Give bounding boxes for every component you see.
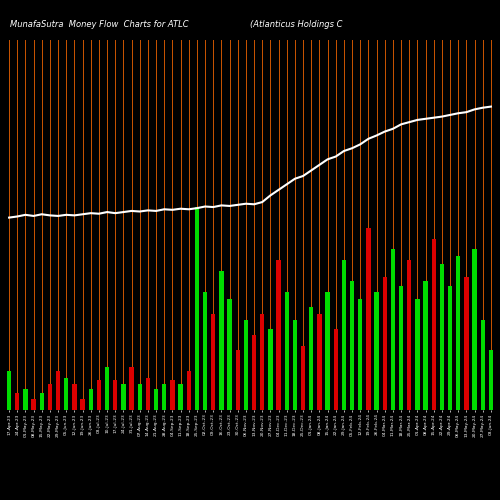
Bar [334, 328, 338, 410]
Bar [374, 292, 379, 410]
Bar [178, 384, 183, 410]
Bar [138, 384, 142, 410]
Bar [415, 298, 420, 410]
Bar [472, 250, 477, 410]
Bar [130, 367, 134, 410]
Bar [440, 264, 444, 410]
Text: MunafaSutra  Money Flow  Charts for ATLC: MunafaSutra Money Flow Charts for ATLC [10, 20, 188, 29]
Bar [154, 388, 158, 410]
Bar [301, 346, 306, 410]
Bar [186, 372, 191, 410]
Bar [390, 250, 395, 410]
Bar [48, 384, 52, 410]
Bar [32, 400, 36, 410]
Bar [7, 372, 12, 410]
Bar [56, 372, 60, 410]
Bar [64, 378, 68, 410]
Bar [252, 335, 256, 410]
Bar [276, 260, 281, 410]
Bar [211, 314, 216, 410]
Text: (Atlanticus Holdings C: (Atlanticus Holdings C [250, 20, 342, 29]
Bar [317, 314, 322, 410]
Bar [399, 286, 404, 410]
Bar [480, 320, 485, 410]
Bar [121, 384, 126, 410]
Bar [407, 260, 412, 410]
Bar [432, 238, 436, 410]
Bar [170, 380, 174, 410]
Bar [366, 228, 370, 410]
Bar [72, 384, 76, 410]
Bar [219, 271, 224, 410]
Bar [456, 256, 460, 410]
Bar [292, 320, 297, 410]
Bar [113, 380, 117, 410]
Bar [203, 292, 207, 410]
Bar [80, 400, 85, 410]
Bar [194, 206, 199, 410]
Bar [464, 277, 468, 410]
Bar [358, 298, 362, 410]
Bar [146, 378, 150, 410]
Bar [284, 292, 289, 410]
Bar [88, 388, 93, 410]
Bar [260, 314, 264, 410]
Bar [268, 328, 272, 410]
Bar [342, 260, 346, 410]
Bar [105, 367, 110, 410]
Bar [382, 277, 387, 410]
Bar [15, 393, 20, 410]
Bar [40, 393, 44, 410]
Bar [96, 380, 101, 410]
Bar [488, 350, 493, 410]
Bar [424, 282, 428, 410]
Bar [448, 286, 452, 410]
Bar [326, 292, 330, 410]
Bar [236, 350, 240, 410]
Bar [244, 320, 248, 410]
Bar [350, 282, 354, 410]
Bar [228, 298, 232, 410]
Bar [309, 307, 314, 410]
Bar [23, 388, 28, 410]
Bar [162, 384, 166, 410]
